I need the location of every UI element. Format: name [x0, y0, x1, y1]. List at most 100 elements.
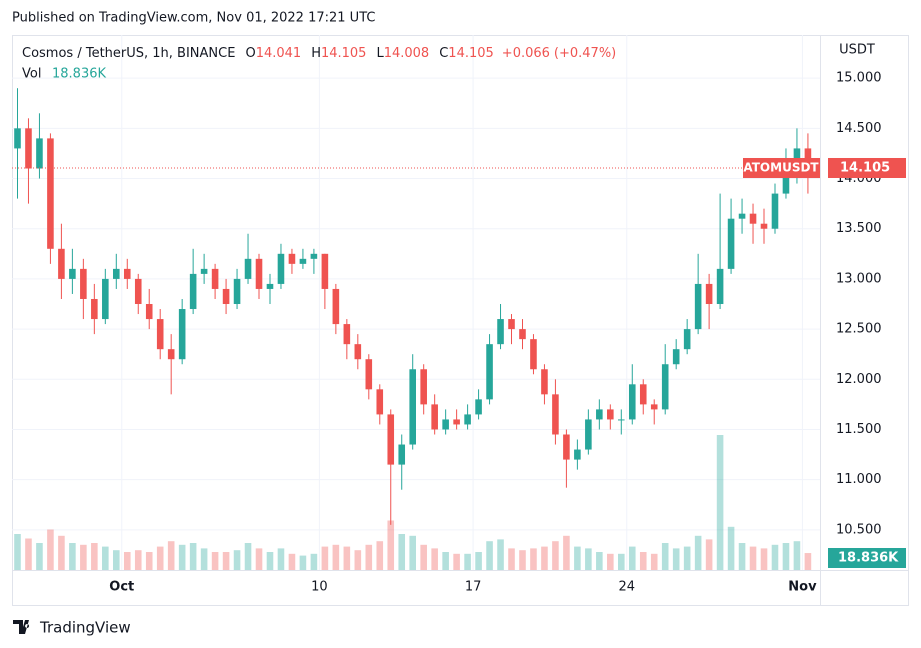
candle-body [530, 339, 537, 370]
legend-key: L [376, 46, 384, 61]
candle-body [541, 369, 548, 395]
legend-value: 14.041 [256, 46, 302, 61]
volume-bar [541, 546, 548, 570]
y-tick-label: 12.500 [836, 322, 882, 337]
volume-bar [552, 541, 559, 570]
price-label: 14.105 [840, 160, 890, 175]
candle-body [771, 193, 779, 229]
volume-bar [771, 544, 779, 570]
volume-bar [255, 548, 263, 570]
volume-bar [365, 544, 373, 570]
volume-bar [310, 553, 318, 570]
candle-body [431, 404, 438, 430]
candle-body [628, 384, 636, 420]
volume-bar [464, 553, 471, 570]
candle-body [607, 409, 614, 420]
volume-bar [113, 550, 120, 570]
volume-bar [387, 520, 395, 570]
volume-bar [244, 543, 252, 570]
volume-bar [288, 553, 296, 570]
volume-bar [607, 553, 614, 570]
change-pct: (+0.47%) [554, 46, 616, 61]
volume-bar [376, 541, 384, 570]
candle-body [508, 319, 515, 330]
volume-bar [409, 535, 416, 570]
y-tick-label: 13.000 [836, 271, 882, 286]
candle-body [398, 444, 406, 465]
volume-bar [497, 539, 504, 570]
candle-body [409, 369, 416, 445]
volume-bar [167, 541, 175, 570]
volume-bar [431, 548, 438, 570]
volume-bar [398, 534, 406, 570]
volume-bar [760, 548, 768, 570]
candle-body [80, 268, 87, 299]
y-tick-label: 13.500 [836, 221, 882, 236]
y-tick-label: 15.000 [836, 71, 882, 86]
candle-body [519, 329, 526, 340]
candle-body [585, 419, 592, 450]
candle-body [299, 258, 307, 264]
x-tick-label: 10 [311, 580, 328, 595]
legend-key: H [311, 46, 321, 61]
volume-bar [574, 546, 581, 570]
volume-bar [134, 550, 142, 570]
candle-body [222, 288, 230, 305]
volume-bar [47, 529, 54, 570]
currency: USDT [839, 43, 875, 58]
volume-bar [200, 548, 208, 570]
volume-label-box [828, 548, 906, 568]
y-tick-label: 14.500 [836, 121, 882, 136]
volume-bar [58, 535, 65, 570]
candle-body [672, 349, 680, 365]
candle-body [113, 268, 120, 279]
volume-bar [727, 526, 735, 570]
legend-key: C [439, 46, 448, 61]
brand: TradingView [39, 619, 131, 637]
candle-body [661, 364, 669, 410]
x-tick-label: 24 [619, 580, 636, 595]
candle-body [200, 268, 208, 274]
volume-bar [145, 552, 153, 570]
volume-bar [716, 435, 724, 570]
candle-body [639, 384, 647, 405]
candle-body [47, 138, 54, 249]
candle-body [475, 399, 482, 415]
candle-body [36, 138, 43, 169]
candle-body [134, 278, 142, 305]
tv-logo: TradingView [13, 619, 131, 637]
candle-body [321, 253, 329, 289]
candle-body [91, 298, 98, 320]
volume-bar [80, 544, 87, 570]
volume-bar [508, 548, 515, 570]
candle-body [749, 213, 757, 224]
volume-bar [25, 538, 32, 570]
volume-bar [332, 544, 340, 570]
volume-bar [694, 535, 702, 570]
legend-key: O [245, 46, 255, 61]
candle-body [354, 344, 362, 360]
legend-value: 14.105 [448, 46, 494, 61]
candle-body [738, 213, 746, 219]
candle-body [288, 253, 296, 264]
candle-body [376, 389, 384, 415]
published-note: Published on TradingView.com, Nov 01, 20… [12, 11, 375, 26]
volume-bar [519, 550, 526, 570]
volume-bar [222, 552, 230, 570]
candle-body [453, 419, 460, 425]
volume-bar [486, 541, 493, 570]
volume-bar [36, 543, 43, 570]
volume-bar [321, 546, 329, 570]
candle-body [211, 268, 219, 289]
volume-bar [453, 553, 460, 570]
volume-bar [156, 546, 164, 570]
volume-bar [420, 544, 427, 570]
volume-label: 18.836K [838, 551, 899, 566]
volume-bar [14, 534, 21, 570]
volume-bar [618, 553, 625, 570]
volume-bar [102, 546, 109, 570]
volume-bar [749, 546, 757, 570]
candle-body [486, 344, 493, 400]
candle-body [178, 309, 186, 360]
